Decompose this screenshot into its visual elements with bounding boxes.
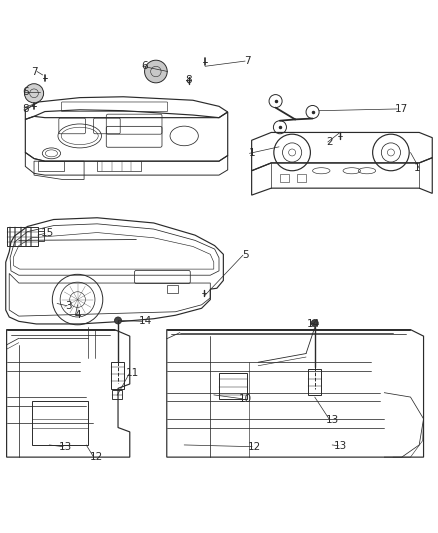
Circle shape xyxy=(145,60,167,83)
Bar xyxy=(32,401,88,445)
Text: 3: 3 xyxy=(66,301,72,311)
Text: 7: 7 xyxy=(31,67,37,77)
Text: 7: 7 xyxy=(244,56,251,66)
Text: 1: 1 xyxy=(414,163,420,173)
Bar xyxy=(113,390,122,399)
Text: 4: 4 xyxy=(74,310,81,320)
Text: 1: 1 xyxy=(248,148,255,158)
Circle shape xyxy=(311,320,318,327)
Text: 13: 13 xyxy=(334,441,347,451)
Text: 15: 15 xyxy=(40,229,54,238)
Text: 10: 10 xyxy=(239,394,252,404)
Bar xyxy=(38,231,44,241)
Text: 6: 6 xyxy=(22,87,28,98)
Text: 11: 11 xyxy=(125,368,138,378)
Text: 8: 8 xyxy=(22,104,28,114)
Text: 12: 12 xyxy=(90,452,103,462)
Text: 6: 6 xyxy=(142,61,148,71)
Text: 17: 17 xyxy=(395,104,408,114)
Text: 8: 8 xyxy=(185,75,192,85)
Bar xyxy=(297,174,306,182)
Circle shape xyxy=(25,84,44,103)
Text: 13: 13 xyxy=(59,442,72,451)
Text: 14: 14 xyxy=(138,317,152,326)
Bar xyxy=(280,174,289,182)
Text: 12: 12 xyxy=(248,442,261,451)
Text: 2: 2 xyxy=(327,137,333,147)
Bar xyxy=(167,285,178,293)
Text: 14: 14 xyxy=(307,319,321,329)
Circle shape xyxy=(115,317,121,324)
Text: 5: 5 xyxy=(242,250,248,260)
Text: 13: 13 xyxy=(325,415,339,425)
Bar xyxy=(219,373,247,399)
Bar xyxy=(308,369,321,395)
Bar xyxy=(111,362,124,389)
